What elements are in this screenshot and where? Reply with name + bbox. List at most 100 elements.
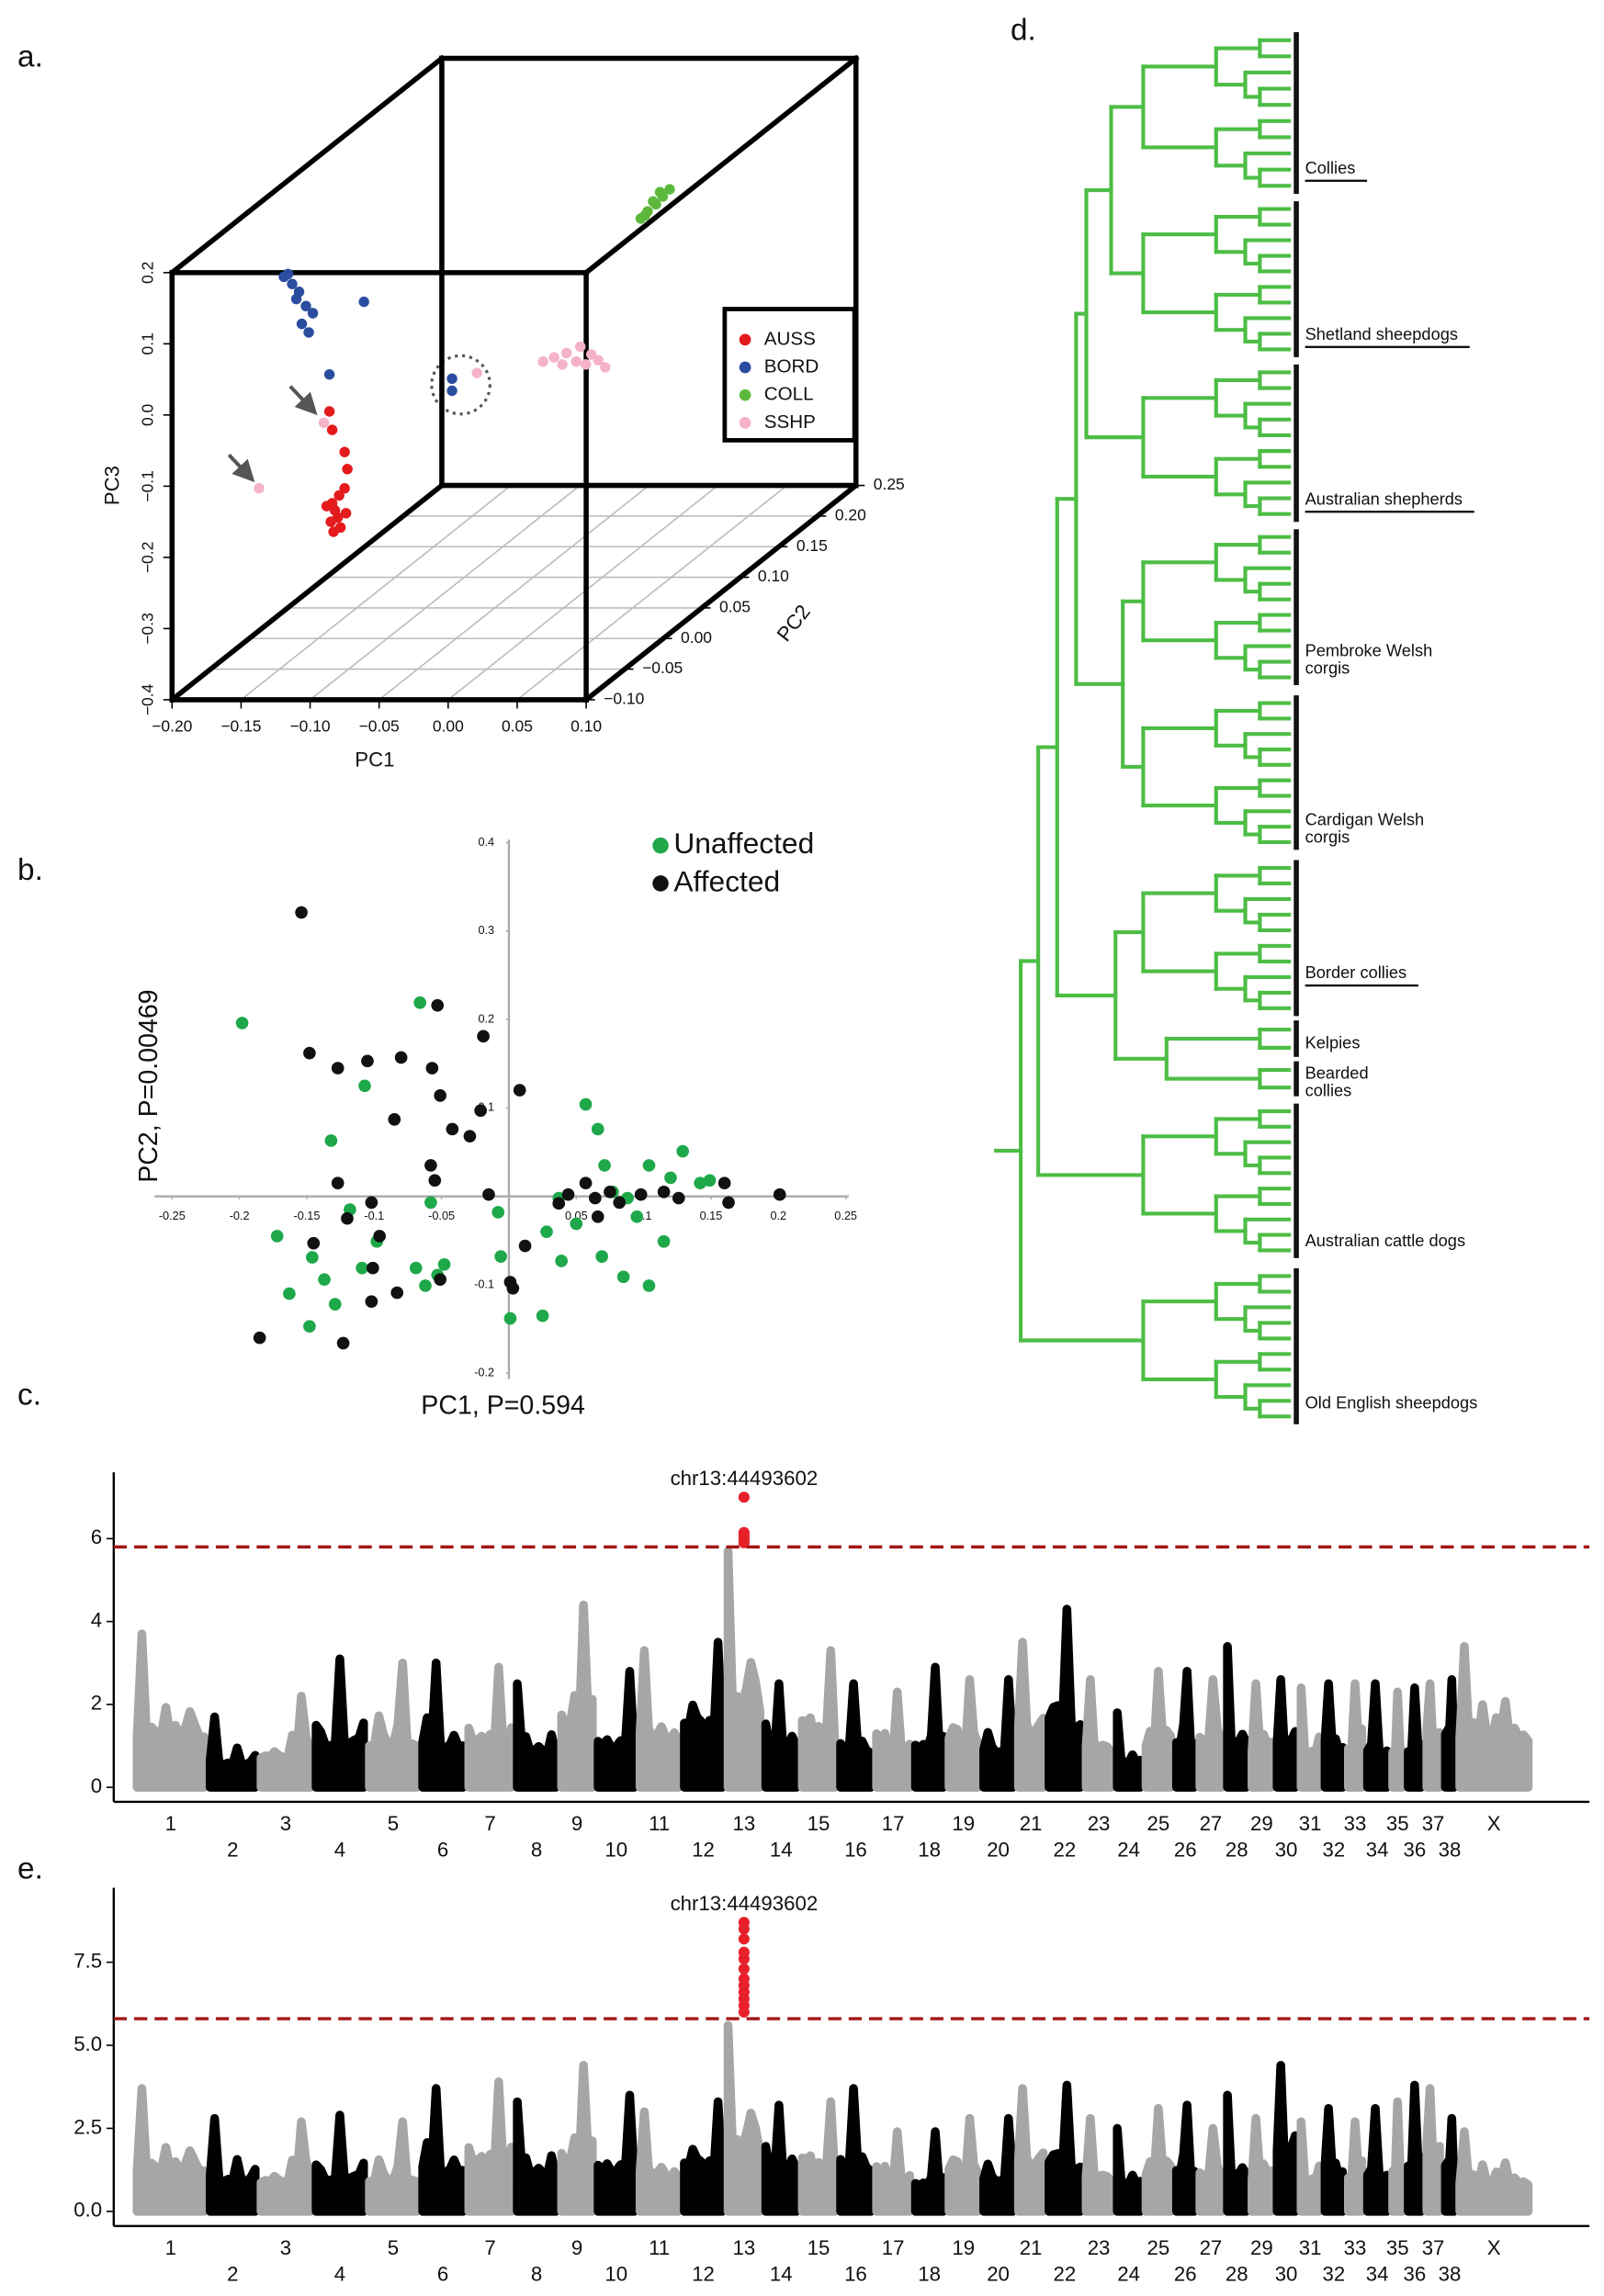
point	[394, 1051, 408, 1064]
point	[290, 293, 302, 305]
chromosome-points	[680, 2097, 727, 2216]
group-label: corgis	[1305, 658, 1350, 677]
y-tick-label: −0.10	[604, 690, 644, 708]
x-tick-label: 24	[1117, 2263, 1140, 2286]
point	[341, 1211, 354, 1225]
point	[339, 446, 350, 457]
group-label: Australian cattle dogs	[1305, 1231, 1466, 1250]
point	[434, 1089, 446, 1102]
point	[424, 1159, 437, 1172]
point	[303, 327, 314, 338]
chromosome-points	[1455, 2127, 1533, 2216]
point	[552, 1197, 566, 1210]
chromosome-points	[1440, 1675, 1459, 1792]
point	[600, 362, 611, 373]
chromosome-points	[311, 1654, 368, 1792]
chromosome-points	[1171, 1666, 1199, 1792]
chromosome-points	[1013, 1638, 1048, 1792]
point	[664, 184, 675, 195]
x-tick-label: 28	[1226, 2263, 1248, 2286]
x-tick-label: 37	[1422, 1812, 1445, 1835]
y-tick-label: 5.0	[73, 2032, 102, 2055]
point	[494, 1250, 507, 1263]
chromosome-points	[1388, 2097, 1407, 2216]
point	[616, 1270, 630, 1284]
x-tick-label: 19	[952, 2236, 975, 2259]
point	[434, 1273, 446, 1286]
legend-label: Affected	[673, 864, 780, 897]
point	[570, 1217, 583, 1231]
x-tick-label: 38	[1439, 2263, 1462, 2286]
legend-label: AUSS	[764, 328, 816, 349]
legend-label: SSHP	[764, 411, 816, 433]
x-tick-label: −0.10	[289, 717, 330, 736]
y-tick-label: 0.4	[478, 836, 494, 849]
x-tick-label: -0.1	[364, 1210, 384, 1222]
chromosome-points	[256, 1692, 315, 1792]
point	[593, 355, 604, 366]
x-tick-label: −0.15	[220, 717, 261, 736]
point	[373, 1230, 386, 1243]
point	[642, 1279, 656, 1292]
point	[474, 1104, 487, 1118]
chromosome-points	[979, 2113, 1018, 2216]
x-tick-label: 0.25	[834, 1210, 857, 1222]
point	[518, 1239, 532, 1253]
y-tick-label: 0.3	[478, 924, 494, 937]
chromosome-points	[723, 1547, 764, 1792]
point	[324, 1134, 338, 1147]
box-edge	[168, 481, 446, 703]
point	[356, 1261, 368, 1275]
x-tick-label: 32	[1323, 2263, 1346, 2286]
point	[283, 1287, 296, 1300]
x-tick-label: -0.15	[294, 1210, 321, 1222]
x-tick-label: 17	[882, 2236, 905, 2259]
chromosome-points	[1296, 1683, 1324, 1792]
group-label: Old English sheepdogs	[1305, 1392, 1478, 1412]
x-tick-label: 31	[1299, 1812, 1322, 1835]
point	[253, 1331, 266, 1345]
x-tick-label: 4	[334, 2263, 345, 2286]
chromosome-points	[418, 1658, 468, 1792]
point	[579, 1097, 593, 1111]
point	[560, 347, 572, 359]
chromosome-points	[1343, 2117, 1367, 2216]
chromosome-points	[1296, 2117, 1324, 2216]
point	[580, 359, 592, 370]
point	[648, 196, 659, 208]
y-tick-label: 2	[91, 1692, 102, 1715]
point	[340, 508, 352, 519]
point	[540, 1225, 553, 1238]
chromosome-points	[205, 2113, 260, 2216]
point	[336, 1336, 350, 1350]
x-tick-label: 23	[1088, 2236, 1111, 2259]
point	[491, 1206, 505, 1219]
point	[591, 1122, 604, 1136]
x-tick-label: 4	[334, 1839, 345, 1862]
point	[536, 1309, 549, 1322]
x-tick-label: 12	[692, 1839, 715, 1862]
legend-swatch	[739, 388, 751, 401]
point	[339, 482, 350, 494]
group-label: Cardigan Welsh	[1305, 809, 1425, 828]
point	[295, 906, 308, 919]
grid-line	[240, 484, 512, 701]
chromosome-points	[1195, 1675, 1226, 1792]
x-tick-label: 25	[1147, 1812, 1170, 1835]
x-tick-label: 35	[1386, 1812, 1409, 1835]
chromosome-points	[1320, 1679, 1348, 1792]
chromosome-points	[418, 2084, 468, 2216]
point	[428, 1174, 442, 1187]
x-tick-label: 24	[1117, 1839, 1140, 1862]
panel-label: a.	[17, 39, 43, 73]
x-tick-label: 14	[770, 2263, 793, 2286]
x-tick-label: 5	[388, 1812, 399, 1835]
x-tick-label: 13	[733, 1812, 756, 1835]
chromosome-points	[1248, 1679, 1276, 1792]
x-tick-label: 3	[280, 1812, 291, 1835]
chromosome-points	[797, 2097, 840, 2216]
x-tick-label: 13	[733, 2236, 756, 2259]
chromosome-points	[205, 1712, 260, 1792]
group-label: Collies	[1305, 158, 1356, 177]
chromosome-points	[1081, 2113, 1116, 2216]
